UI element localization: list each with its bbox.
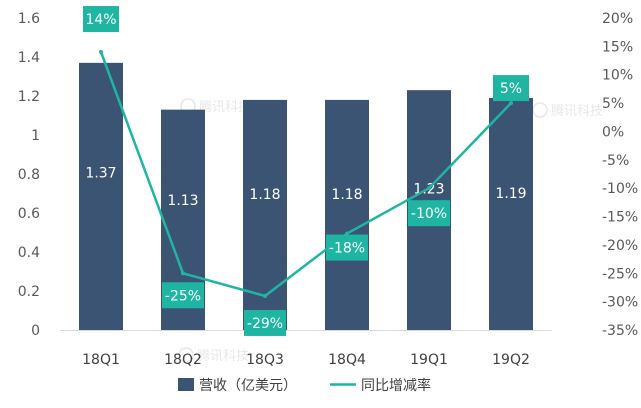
y-right-tick-label: -20%: [602, 238, 638, 254]
y-right-tick-label: -35%: [602, 323, 638, 339]
x-tick-label: 19Q1: [410, 352, 448, 368]
growth-label-box: [83, 6, 119, 33]
growth-label-box: [493, 75, 529, 102]
y-left-tick-label: 1.6: [18, 11, 40, 27]
growth-value-label: 5%: [500, 81, 522, 97]
svg-text:腾讯科技: 腾讯科技: [199, 99, 251, 115]
svg-text:腾讯科技: 腾讯科技: [197, 348, 249, 364]
y-right-tick-label: -15%: [602, 210, 638, 226]
legend-swatch-revenue: [178, 378, 194, 391]
growth-label-box: [244, 309, 286, 336]
legend-label-revenue: 营收（亿美元）: [199, 378, 297, 394]
line-labels: 14% -25% -29% -18% -10% 5%: [83, 6, 529, 336]
bar: [325, 99, 369, 331]
watermark-logo: 腾讯科技: [178, 347, 249, 364]
y-right-tick-label: 20%: [602, 11, 633, 27]
x-tick-label: 19Q2: [492, 352, 530, 368]
x-tick-label: 18Q4: [328, 352, 366, 368]
svg-text:腾讯科技: 腾讯科技: [551, 103, 603, 119]
growth-value-label: -29%: [247, 316, 283, 332]
growth-label-box: [162, 282, 204, 309]
y-left-tick-label: 1.4: [18, 50, 40, 66]
growth-point: [509, 101, 513, 106]
y-right-tick-label: -5%: [602, 153, 629, 169]
growth-label-box: [326, 234, 368, 261]
x-tick-label: 18Q1: [82, 352, 120, 368]
growth-label-box: [408, 200, 450, 227]
x-tick-label: 18Q3: [246, 352, 284, 368]
legend-label-growth: 同比增减率: [361, 377, 431, 394]
left-axis: 1.6 1.4 1.2 1 0.8 0.6 0.4 0.2 0: [18, 11, 40, 339]
y-right-tick-label: -30%: [602, 295, 638, 311]
y-right-tick-label: 5%: [602, 96, 624, 112]
y-right-tick-label: -10%: [602, 181, 638, 197]
bar-series: [79, 62, 533, 331]
y-left-tick-label: 0.8: [18, 167, 40, 183]
x-axis: 18Q1 18Q2 18Q3 18Q4 19Q1 19Q2: [60, 330, 552, 368]
growth-point: [263, 293, 267, 298]
y-right-tick-label: 15%: [602, 39, 633, 55]
bar: [489, 97, 533, 330]
growth-point: [181, 271, 185, 276]
bar-value-label: 1.13: [167, 193, 198, 209]
growth-point: [99, 50, 103, 55]
y-right-tick-label: -25%: [602, 266, 638, 282]
growth-value-label: 14%: [85, 12, 116, 28]
legend: 营收（亿美元） 同比增减率: [178, 377, 431, 394]
x-tick-label: 18Q2: [164, 352, 202, 368]
y-right-tick-label: 10%: [602, 68, 633, 84]
watermark-logo: 腾讯科技: [532, 102, 603, 119]
y-left-tick-label: 0: [31, 323, 40, 339]
growth-value-label: -10%: [411, 206, 447, 222]
bar-value-label: 1.18: [249, 187, 280, 203]
bar-value-label: 1.18: [331, 187, 362, 203]
y-left-tick-label: 0.6: [18, 206, 40, 222]
y-right-tick-label: 0%: [602, 124, 624, 140]
bar: [79, 62, 123, 330]
bar-value-label: 1.19: [495, 186, 526, 202]
growth-point: [427, 186, 431, 191]
growth-value-label: -18%: [329, 241, 365, 257]
y-left-tick-label: 0.4: [18, 245, 40, 261]
right-axis: 20% 15% 10% 5% 0% -5% -10% -15% -20% -25% -30% -35%: [602, 11, 638, 339]
y-left-tick-label: 1: [31, 128, 40, 144]
growth-value-label: -25%: [165, 288, 201, 304]
y-left-tick-label: 0.2: [18, 284, 40, 300]
growth-line: [99, 51, 512, 298]
bar-value-label: 1.37: [85, 165, 116, 181]
y-left-tick-label: 1.2: [18, 89, 40, 105]
